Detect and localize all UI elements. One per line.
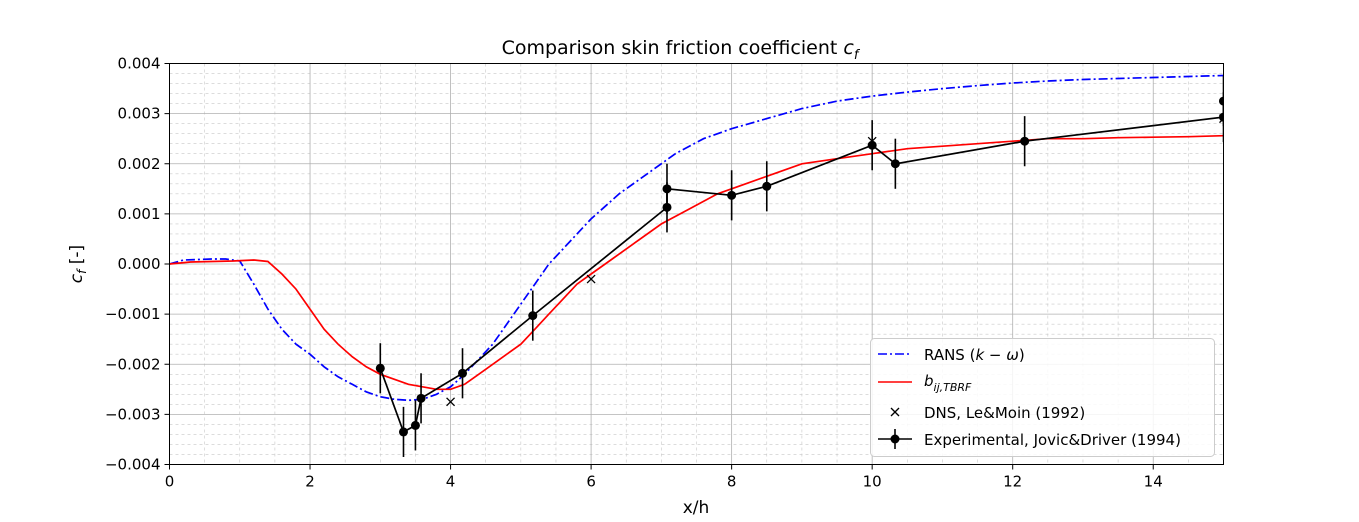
- x-tick-label: 0: [165, 473, 175, 491]
- y-tick-label: −0.001: [105, 305, 161, 323]
- experimental-point: [890, 159, 900, 169]
- x-tick-label: 4: [446, 473, 456, 491]
- x-tick-label: 6: [586, 473, 596, 491]
- legend-tbrf-label: bij,TBRF: [924, 372, 972, 394]
- series-layer: [169, 74, 1224, 457]
- axis-ticks: 0 2 4 6 8 10 12 14 −0.004 −0.003 −0.002 −0.001 0.000…: [105, 55, 1163, 491]
- x-axis-label: x/h: [683, 498, 710, 518]
- legend-dns-swatch: [890, 407, 900, 417]
- legend-rans-label: RANS (k − ω): [924, 346, 1025, 364]
- y-tick-label: 0.002: [118, 155, 161, 173]
- x-tick-label: 12: [1003, 473, 1022, 491]
- y-tick-label: 0.000: [118, 255, 161, 273]
- y-tick-label: 0.004: [118, 55, 161, 73]
- experimental-point: [458, 368, 468, 378]
- dns-point: [446, 397, 456, 407]
- y-tick-label: −0.002: [105, 355, 161, 373]
- experimental-point: [398, 427, 408, 437]
- y-axis-label: cf [-]: [67, 245, 89, 283]
- legend-dns-label: DNS, Le&Moin (1992): [924, 404, 1085, 422]
- experimental-point: [410, 420, 420, 430]
- plot-area: [169, 74, 1224, 457]
- experimental-point: [416, 393, 426, 403]
- experimental-point: [1219, 96, 1224, 106]
- y-tick-label: −0.003: [105, 405, 161, 423]
- experimental-point: [662, 184, 672, 194]
- y-tick-label: 0.003: [118, 105, 161, 123]
- x-tick-label: 10: [863, 473, 882, 491]
- experimental-point: [762, 181, 772, 191]
- chart-title: Comparison skin friction coefficient cf: [502, 37, 861, 63]
- y-tick-label: 0.001: [118, 205, 161, 223]
- experimental-point: [375, 363, 385, 373]
- y-tick-label: −0.004: [105, 456, 161, 474]
- experimental-point: [528, 311, 538, 321]
- series-line-1: [169, 134, 1224, 391]
- experimental-point: [1020, 136, 1030, 146]
- x-tick-label: 14: [1144, 473, 1163, 491]
- legend-exp-label: Experimental, Jovic&Driver (1994): [924, 431, 1181, 449]
- x-tick-label: 2: [305, 473, 315, 491]
- experimental-point: [727, 190, 737, 200]
- series-line-0: [169, 74, 1224, 402]
- legend-box: [870, 338, 1215, 457]
- x-tick-label: 8: [727, 473, 737, 491]
- experimental-point: [867, 140, 877, 150]
- legend-exp-swatch: [878, 429, 912, 449]
- dns-point: [586, 274, 596, 284]
- legend: RANS (k − ω) bij,TBRF DNS, Le&Moin (1992…: [870, 338, 1215, 457]
